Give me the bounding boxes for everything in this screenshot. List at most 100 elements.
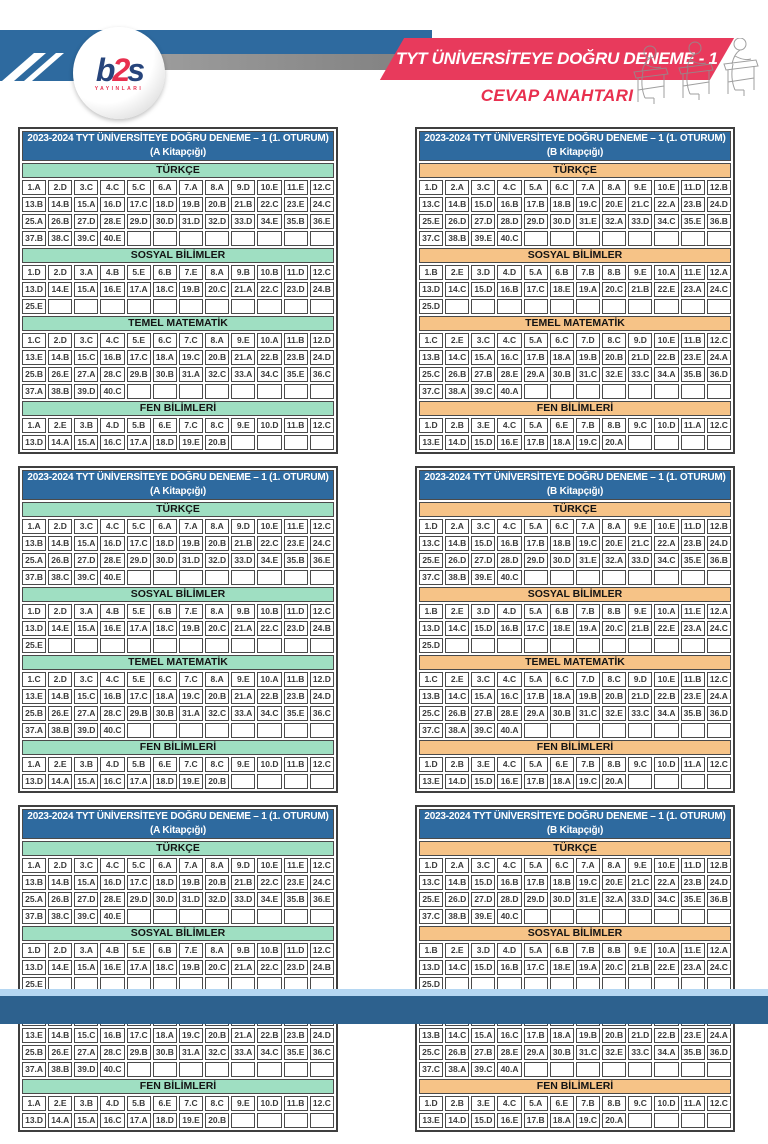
- answer-cell: 22.E: [654, 960, 679, 975]
- answer-cell: 20.B: [205, 435, 230, 450]
- answer-cell: 36.B: [706, 892, 731, 907]
- answer-cell: 21.C: [628, 197, 653, 212]
- answer-cell: 35.B: [283, 892, 308, 907]
- answer-cell: 4.C: [100, 519, 125, 534]
- answer-cell: 21.A: [231, 960, 256, 975]
- answer-cell: 6.A: [152, 858, 177, 873]
- answer-cell: 40.A: [497, 723, 522, 738]
- answer-cell: 1.D: [419, 1096, 444, 1111]
- answer-cell: 14.B: [48, 689, 73, 704]
- exam-session-title: 2023-2024 TYT ÜNİVERSİTEYE DOĞRU DENEME …: [27, 811, 329, 822]
- answer-cell: 11.D: [283, 604, 308, 619]
- answer-cell: 8.A: [602, 180, 627, 195]
- answer-cell: 15.D: [471, 197, 496, 212]
- answer-cell: 1.A: [22, 858, 47, 873]
- answer-cell: 26.D: [445, 892, 470, 907]
- answer-cell: 14.B: [48, 350, 73, 365]
- empty-cell: [126, 299, 151, 314]
- answer-cell: 17.A: [126, 282, 151, 297]
- answer-cell: 40.C: [497, 909, 522, 924]
- answer-cell: 9.B: [231, 943, 256, 958]
- answer-cell: 15.C: [74, 350, 99, 365]
- answer-cell: 7.C: [178, 672, 204, 687]
- answer-cell: 11.E: [283, 858, 308, 873]
- answer-cell: 6.B: [152, 604, 177, 619]
- answer-cell: 26.D: [445, 553, 470, 568]
- empty-cell: [680, 638, 705, 653]
- answer-cell: 27.D: [74, 553, 99, 568]
- answer-cell: 39.D: [74, 384, 99, 399]
- answer-cell: 9.E: [628, 943, 653, 958]
- answer-cell: 2.D: [48, 265, 73, 280]
- answer-cell: 33.C: [628, 1045, 653, 1060]
- answer-cell: 37.A: [22, 384, 47, 399]
- answer-cell: 5.A: [523, 757, 548, 772]
- answer-cell: 12.B: [706, 180, 731, 195]
- answer-cell: 14.D: [445, 435, 470, 450]
- answer-cell: 2.D: [48, 519, 73, 534]
- answer-cell: 17.C: [126, 197, 151, 212]
- answer-cell: 18.A: [549, 774, 574, 789]
- exam-session-title: 2023-2024 TYT ÜNİVERSİTEYE DOĞRU DENEME …: [424, 472, 726, 483]
- answer-cell: 17.C: [126, 689, 151, 704]
- answer-cell: 18.D: [152, 197, 177, 212]
- answer-cell: 33.D: [231, 214, 256, 229]
- answer-cell: 7.B: [575, 1096, 601, 1111]
- answer-cell: 39.C: [74, 570, 99, 585]
- empty-cell: [575, 231, 601, 246]
- answer-cell: 26.B: [48, 553, 73, 568]
- answer-cell: 10.E: [257, 180, 282, 195]
- empty-cell: [654, 1062, 679, 1077]
- empty-cell: [628, 231, 653, 246]
- answer-cell: 9.B: [231, 604, 256, 619]
- empty-cell: [231, 774, 256, 789]
- answer-cell: 10.A: [654, 604, 679, 619]
- answer-cell: 13.D: [22, 960, 47, 975]
- empty-cell: [231, 1062, 256, 1077]
- answer-table-booklet-A: 2023-2024 TYT ÜNİVERSİTEYE DOĞRU DENEME …: [18, 466, 338, 793]
- answer-cell: 19.E: [178, 1113, 204, 1128]
- answer-cell: 11.B: [283, 1096, 308, 1111]
- answer-cell: 6.C: [549, 180, 574, 195]
- answer-cell: 9.C: [628, 1096, 653, 1111]
- answer-cell: 1.C: [22, 672, 47, 687]
- answer-cell: 9.E: [628, 858, 653, 873]
- answer-cell: 17.C: [523, 621, 548, 636]
- answer-cell: 13.E: [22, 350, 47, 365]
- answer-table-booklet-A: 2023-2024 TYT ÜNİVERSİTEYE DOĞRU DENEME …: [18, 127, 338, 454]
- answer-cell: 31.D: [178, 214, 204, 229]
- empty-cell: [602, 570, 627, 585]
- answer-cell: 24.D: [706, 197, 731, 212]
- empty-cell: [523, 570, 548, 585]
- answer-cell: 20.C: [205, 960, 230, 975]
- answer-cell: 37.B: [22, 231, 47, 246]
- answer-cell: 32.E: [602, 1045, 627, 1060]
- answer-cell: 5.A: [523, 418, 548, 433]
- answer-cell: 10.E: [257, 858, 282, 873]
- answer-cell: 18.B: [549, 536, 574, 551]
- empty-cell: [654, 231, 679, 246]
- answer-cell: 12.D: [309, 672, 334, 687]
- answer-cell: 23.B: [283, 689, 308, 704]
- answer-key-heading: CEVAP ANAHTARI: [480, 86, 634, 105]
- header-blue-bar: [0, 30, 432, 54]
- answer-cell: 2.D: [48, 333, 73, 348]
- empty-cell: [680, 1062, 705, 1077]
- answer-cell: 4.D: [100, 1096, 125, 1111]
- answer-cell: 1.B: [419, 604, 444, 619]
- answer-cell: 12.C: [309, 1096, 334, 1111]
- answer-cell: 24.C: [309, 536, 334, 551]
- answer-cell: 25.C: [419, 367, 444, 382]
- answer-cell: 35.E: [283, 367, 308, 382]
- answer-cell: 7.C: [178, 333, 204, 348]
- empty-cell: [126, 570, 151, 585]
- answer-cell: 4.C: [100, 858, 125, 873]
- answer-cell: 26.B: [445, 367, 470, 382]
- answer-cell: 20.B: [205, 689, 230, 704]
- answer-cell: 30.B: [152, 706, 177, 721]
- answer-cell: 1.D: [22, 604, 47, 619]
- answer-cell: 39.D: [74, 1062, 99, 1077]
- answer-cell: 4.B: [100, 943, 125, 958]
- answer-cell: 8.A: [205, 519, 230, 534]
- answer-cell: 13.D: [419, 282, 444, 297]
